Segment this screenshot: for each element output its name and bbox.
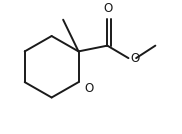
Text: O: O [130, 52, 140, 65]
Text: O: O [104, 2, 113, 15]
Text: O: O [84, 82, 94, 95]
